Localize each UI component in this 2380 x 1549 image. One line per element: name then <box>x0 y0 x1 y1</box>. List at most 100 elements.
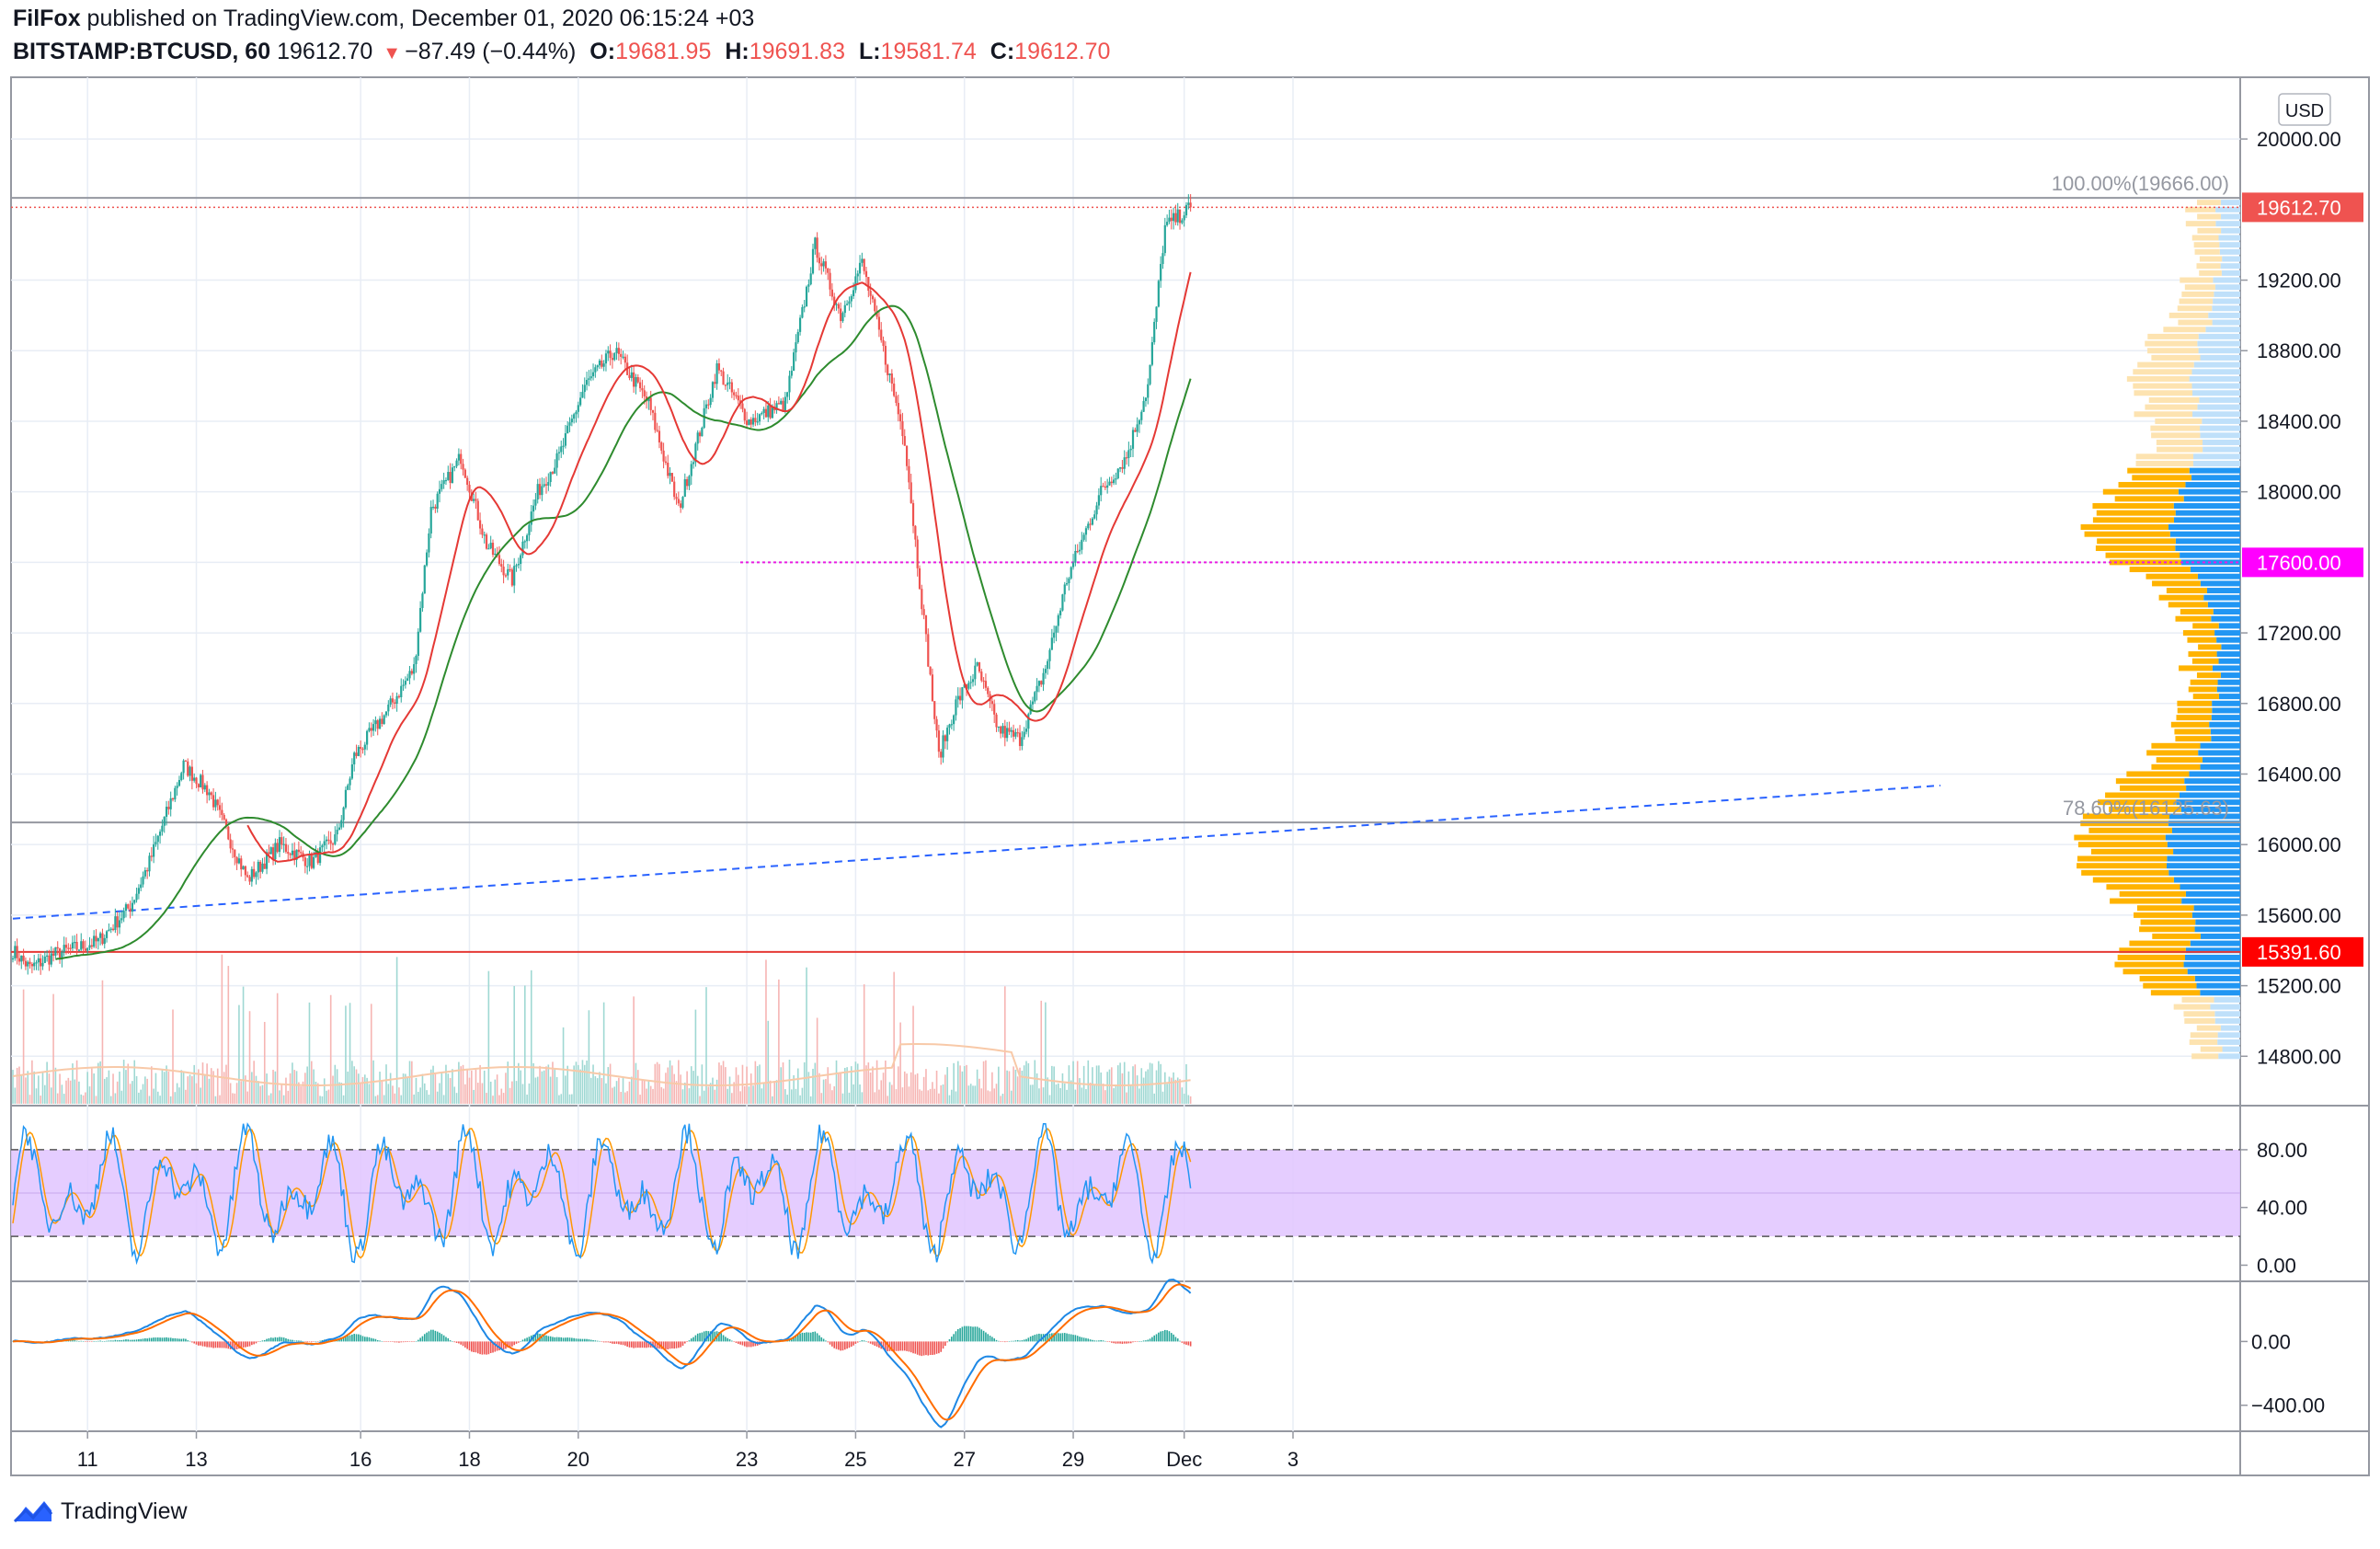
candle-body <box>82 941 85 949</box>
tradingview-logo-icon[interactable] <box>13 1497 53 1525</box>
candle-body <box>103 937 106 945</box>
candle-body <box>99 933 102 938</box>
volume-bar <box>956 1061 959 1104</box>
volume-bar <box>361 1076 364 1104</box>
macd-hist-bar <box>1093 1340 1096 1342</box>
candle-body <box>56 947 59 949</box>
volume-bar <box>405 1073 406 1104</box>
volume-bar <box>991 1072 993 1104</box>
vp-up-bar <box>2180 806 2240 812</box>
volume-bar <box>1040 1000 1043 1104</box>
volume-bar <box>772 1096 773 1104</box>
vp-down-bar <box>2077 863 2167 869</box>
vp-down-bar <box>2188 651 2217 658</box>
macd-hist-bar <box>703 1331 705 1342</box>
vp-up-bar <box>2203 446 2240 453</box>
author-name[interactable]: FilFox <box>13 6 81 31</box>
volume-bar <box>1145 1071 1147 1104</box>
macd-hist-bar <box>479 1341 481 1355</box>
volume-bar <box>882 1073 885 1104</box>
candle-body <box>421 593 424 608</box>
volume-bar <box>998 1066 1000 1104</box>
candle-body <box>822 261 825 267</box>
vp-down-bar <box>2133 383 2192 389</box>
volume-bar <box>558 1095 560 1104</box>
close-label: C: <box>990 39 1015 64</box>
candle-body <box>786 392 789 397</box>
volume-bar <box>33 1071 35 1104</box>
macd-hist-bar <box>846 1341 848 1349</box>
volume-bar <box>635 1062 637 1104</box>
vp-up-bar <box>2186 785 2240 791</box>
candle-body <box>840 308 842 322</box>
volume-bar <box>825 1079 827 1104</box>
candle-body <box>406 678 409 682</box>
volume-bar <box>814 1062 817 1104</box>
volume-bar <box>418 1091 419 1104</box>
candle-body <box>206 785 209 796</box>
macd-hist-bar <box>112 1340 114 1342</box>
candle-body <box>30 964 33 967</box>
candle-body <box>1149 364 1151 384</box>
volume-bar <box>743 1085 746 1104</box>
volume-bar <box>1059 1087 1061 1104</box>
vp-down-bar <box>2096 510 2176 516</box>
volume-bar <box>982 1061 985 1104</box>
volume-bar <box>319 1096 321 1104</box>
macd-hist-bar <box>1145 1340 1147 1342</box>
volume-bar <box>285 1077 287 1104</box>
macd-hist-bar <box>462 1341 464 1347</box>
volume-bar <box>969 1084 972 1104</box>
volume-bar <box>466 1068 468 1104</box>
macd-hist-bar <box>985 1332 987 1342</box>
tradingview-brand[interactable]: TradingView <box>61 1497 188 1524</box>
time-tick-label: 20 <box>567 1448 589 1471</box>
candle-body <box>520 555 522 565</box>
macd-hist-bar <box>1140 1340 1143 1342</box>
vp-down-bar <box>2177 707 2213 714</box>
macd-hist-bar <box>662 1341 665 1349</box>
candle-body <box>507 568 509 576</box>
volume-bar <box>728 1076 731 1104</box>
volume-bar <box>442 1095 445 1104</box>
volume-bar <box>347 1071 349 1104</box>
stoch-tick-label: 0.00 <box>2257 1254 2296 1277</box>
macd-hist-bar <box>376 1339 379 1342</box>
macd-hist-bar <box>298 1340 300 1342</box>
volume-bar <box>25 1077 27 1104</box>
macd-hist-bar <box>210 1341 212 1348</box>
close-value: 19612.70 <box>1014 39 1111 64</box>
volume-bar <box>562 1027 565 1104</box>
candle-body <box>24 960 28 967</box>
volume-bar <box>502 1093 505 1104</box>
vp-down-bar <box>2074 834 2166 841</box>
candle-body <box>88 945 91 948</box>
candles <box>11 194 1192 975</box>
macd-hist-bar <box>476 1341 479 1354</box>
vp-up-bar <box>2220 672 2240 679</box>
volume-bar <box>778 979 780 1104</box>
macd-hist-bar <box>413 1341 415 1342</box>
macd-hist-bar <box>219 1341 221 1348</box>
candle-body <box>137 888 140 894</box>
vp-up-bar <box>2210 729 2240 735</box>
candle-body <box>212 795 215 808</box>
volume-bar <box>793 1074 795 1104</box>
symbol-label[interactable]: BITSTAMP:BTCUSD, 60 <box>13 39 271 64</box>
candle-body <box>193 777 196 781</box>
volume-bar <box>279 1090 280 1104</box>
volume-bar <box>481 1083 484 1104</box>
volume-bar <box>665 1073 667 1104</box>
volume-bar <box>840 1073 841 1104</box>
candle-body <box>681 497 684 508</box>
candle-body <box>120 918 123 921</box>
candle-body <box>468 485 471 493</box>
vp-down-bar <box>2168 602 2208 608</box>
candle-body <box>897 402 899 415</box>
volume-bar <box>292 1062 293 1104</box>
macd-hist-bar <box>969 1325 972 1342</box>
candle-body <box>1050 637 1053 650</box>
vp-down-bar <box>2174 729 2211 735</box>
candle-body <box>864 270 868 278</box>
